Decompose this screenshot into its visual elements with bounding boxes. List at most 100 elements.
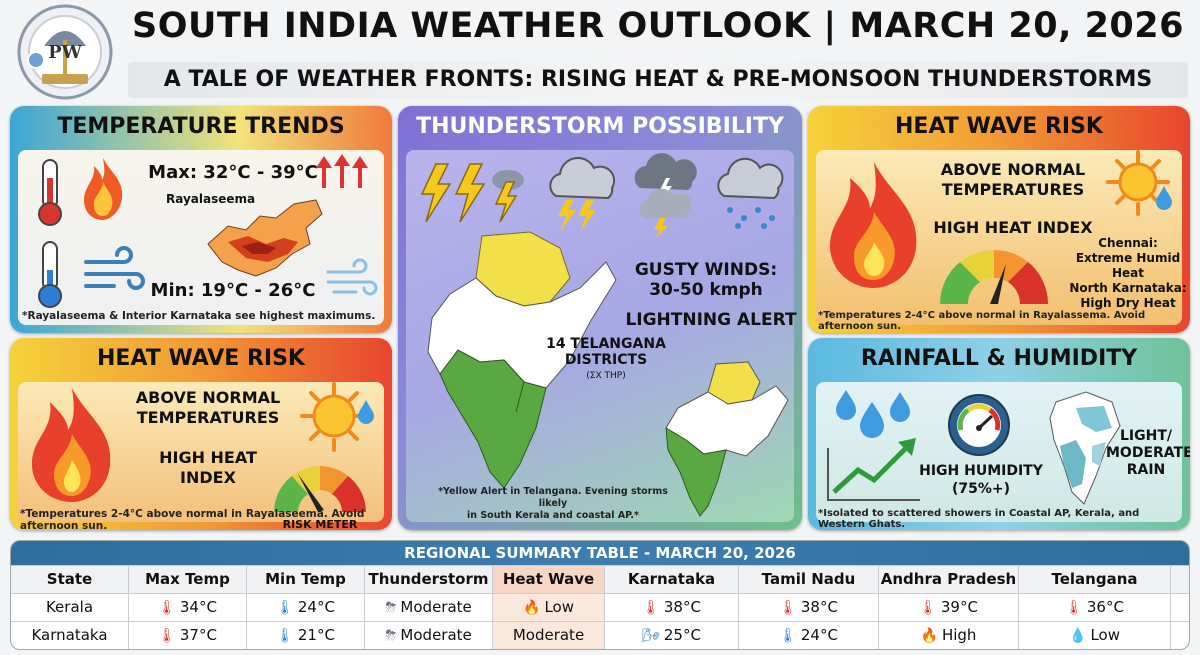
heat-line3: HIGH HEAT [159, 448, 257, 467]
thunderstorm-panel: THUNDERSTORM POSSIBILITY [398, 106, 802, 530]
table-cell: 🌡 39°C [879, 594, 1019, 621]
table-header-cell: Heat Wave [493, 566, 605, 593]
cell-text: Andhra Pradesh [880, 570, 1017, 588]
table-cell: 🌡 34°C [129, 594, 247, 621]
temperature-note: *Rayalaseema & Interior Karnataka see hi… [22, 310, 376, 322]
heat-wave-note-right: *Temperatures 2-4°C above normal in Raya… [818, 310, 1146, 332]
cell-text: Max Temp [145, 570, 230, 588]
districts-line1: 14 TELANGANA [546, 336, 666, 352]
south-india-alert-map [427, 231, 617, 489]
table-row: Karnataka 🌡 37°C 🌡 21°C ⛈ Moderate Moderate 🌬 25°… [11, 621, 1189, 649]
temperature-trends-panel: TEMPERATURE TRENDS Max: 32°C - 39°C Raya… [10, 106, 392, 333]
heat-line2-right: TEMPERATURES [941, 180, 1085, 199]
telangana-inset-map [665, 361, 789, 517]
cell-text: Moderate [400, 598, 472, 616]
cell-text: 24°C [297, 598, 335, 616]
cell-text: Karnataka [31, 626, 108, 644]
thermometer-hot-icon: 🌡 [1065, 600, 1083, 616]
fire-icon: 🔥 [523, 600, 541, 616]
thermometer-hot-icon: 🌡 [779, 600, 797, 616]
heat-wave-note-left: *Temperatures 2-4°C above normal in Raya… [20, 508, 365, 530]
thermometer-cold-icon: 🌡 [276, 600, 294, 616]
table-header-cell: Thunderstorm [365, 566, 493, 593]
cell-text: Min Temp [265, 570, 346, 588]
table-cell: 🌡 36°C [1019, 594, 1171, 621]
cell-text: 39°C [940, 598, 978, 616]
high-heat-index-right: HIGH HEAT INDEX [933, 218, 1093, 237]
heat-line2: TEMPERATURES [136, 408, 280, 427]
table-header-cell: Max Temp [129, 566, 247, 593]
heat-wave-risk-panel-right: HEAT WAVE RISK ABOVE NORMAL TEMPERATURES… [808, 106, 1190, 333]
humidity-line1: HIGH HUMIDITY [919, 463, 1043, 479]
chennai-text: Chennai: Extreme Humid Heat North Karnat… [1066, 236, 1190, 311]
cell-text: Moderate [400, 626, 472, 644]
table-cell: Karnataka [11, 622, 129, 649]
rain-line3: RAIN [1126, 462, 1166, 478]
regional-summary-table: REGIONAL SUMMARY TABLE - MARCH 20, 2026 … [10, 540, 1190, 650]
heat-line4: INDEX [180, 468, 236, 487]
table-header-cell: Tamil Nadu [739, 566, 879, 593]
lightning-alert: LIGHTNING ALERT [625, 310, 797, 330]
lightning-icon [420, 163, 524, 223]
thermometer-hot-icon: 🌡 [158, 600, 176, 616]
gusty-winds: GUSTY WINDS: 30-50 kmph [616, 260, 796, 300]
cell-text: Moderate [512, 626, 585, 644]
thermometer-cold-icon: 🌡 [276, 628, 294, 644]
panel-title: HEAT WAVE RISK [895, 114, 1103, 139]
table-cell: Moderate [493, 622, 605, 649]
thermometer-hot-icon: 🌡 [642, 600, 660, 616]
thunderstorm-note: *Yellow Alert in Telangana. Evening stor… [428, 486, 678, 522]
gusty-winds-value: 30-50 kmph [649, 280, 763, 300]
panel-title: TEMPERATURE TRENDS [57, 114, 345, 139]
table-cell: 🌡 24°C [739, 622, 879, 649]
table-cell: 🌡 38°C [739, 594, 879, 621]
droplet-icon: 💧 [1069, 628, 1087, 644]
heat-index-gauge [940, 249, 1048, 304]
gusty-winds-label: GUSTY WINDS: [634, 260, 778, 280]
storm-cloud-icon: ⛈ [385, 600, 397, 616]
telangana-districts: 14 TELANGANA DISTRICTS (ƩX THP) [536, 336, 676, 384]
heat-index-text: HIGH HEAT INDEX [138, 448, 278, 488]
wind-icon [326, 258, 378, 296]
heat-line1-right: ABOVE NORMAL [940, 160, 1086, 179]
region-label-rayalaseema: Rayalaseema [166, 192, 256, 206]
dark-storm-cloud-icon [634, 153, 697, 238]
cell-text: Heat Wave [502, 570, 595, 588]
above-normal-text-right: ABOVE NORMAL TEMPERATURES [928, 160, 1098, 200]
rising-arrows-icon [316, 154, 368, 188]
logo-text: PW [48, 42, 82, 63]
humidity-line2: (75%+) [951, 481, 1011, 497]
table-header-cell: Karnataka [605, 566, 739, 593]
humidity-gauge-icon [948, 394, 1010, 456]
thunderstorm-note-line2: in South Kerala and coastal AP.* [467, 510, 639, 521]
rain-drops-trend-icon [827, 390, 920, 501]
districts-sub: (ƩX THP) [586, 371, 626, 381]
karnataka-value: High Dry Heat [1080, 296, 1176, 310]
heat-wave-risk-panel-left: HEAT WAVE RISK ABOVE NORMAL TEMPERATURES… [10, 338, 392, 530]
cell-text: Telangana [1051, 570, 1138, 588]
table-cell: Kerala [11, 594, 129, 621]
table-cell: 🔥 High [879, 622, 1019, 649]
cell-text: Low [544, 598, 574, 616]
thermometer-cold-icon: 🌡 [779, 628, 797, 644]
panel-title: HEAT WAVE RISK [97, 346, 305, 371]
max-temperature: Max: 32°C - 39°C [148, 162, 318, 183]
cell-text: Thunderstorm [368, 570, 489, 588]
cell-text: 21°C [297, 626, 335, 644]
table-header-cell: Min Temp [247, 566, 365, 593]
thermometer-hot-icon: 🌡 [919, 600, 937, 616]
rain-line1: LIGHT/ [1119, 428, 1172, 444]
panel-title: RAINFALL & HUMIDITY [860, 346, 1138, 371]
chennai-label: Chennai: [1098, 236, 1158, 250]
districts-line2: DISTRICTS [564, 352, 648, 368]
cell-text: Tamil Nadu [761, 570, 856, 588]
table-header-cell: Telangana [1019, 566, 1171, 593]
table-cell: 🔥 Low [493, 594, 605, 621]
table-cell: ⛈ Moderate [365, 594, 493, 621]
risk-meter-label: RISK METER [282, 518, 358, 530]
page-title: SOUTH INDIA WEATHER OUTLOOK | MARCH 20, … [131, 6, 1184, 46]
table-cell: 🌬 25°C [605, 622, 739, 649]
logo: PW [14, 4, 116, 100]
table-cell: 🌡 24°C [247, 594, 365, 621]
